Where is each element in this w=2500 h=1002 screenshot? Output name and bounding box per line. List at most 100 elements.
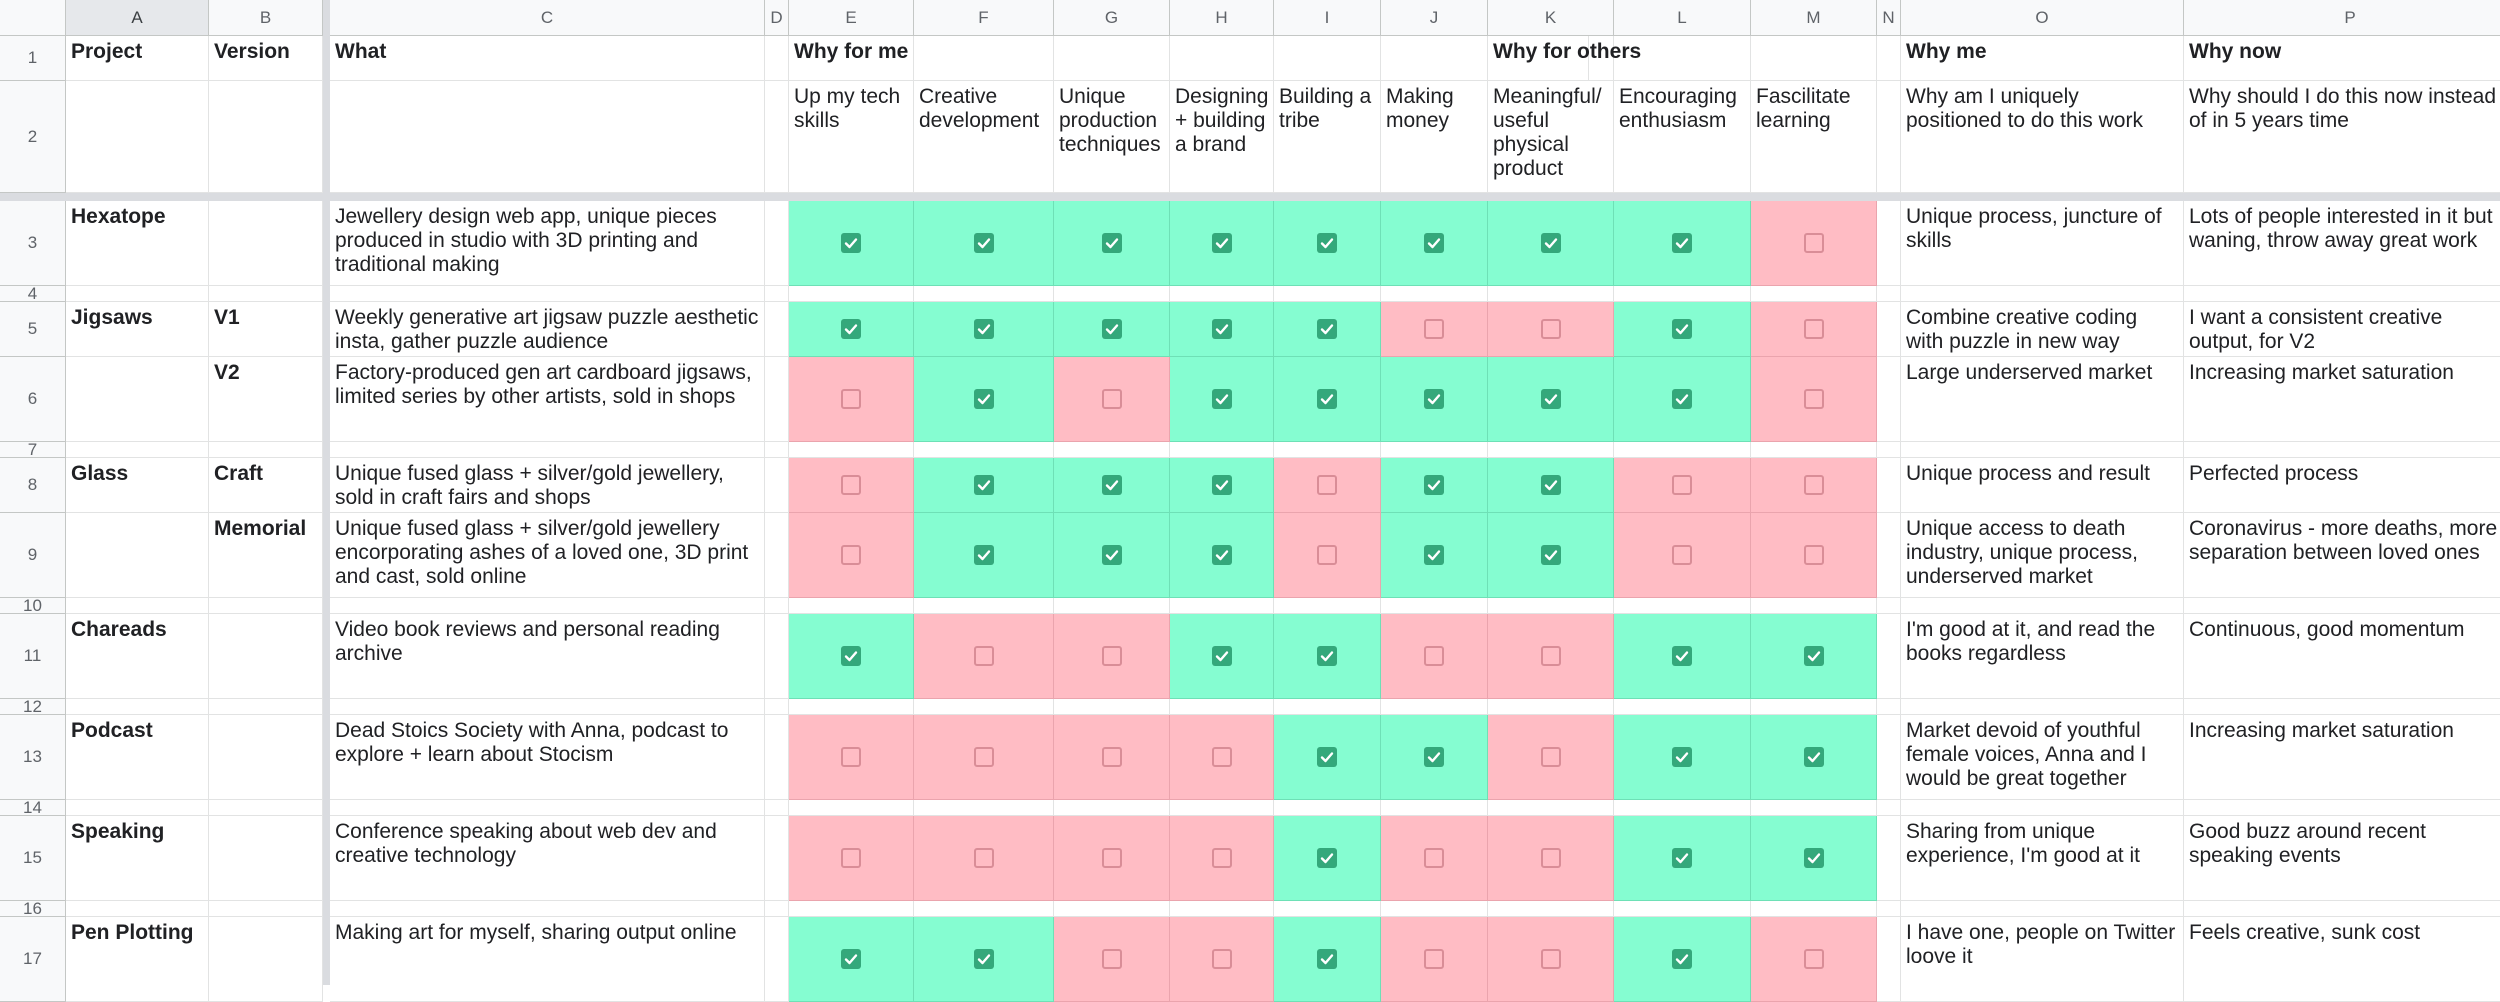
why-me-cell[interactable]: Sharing from unique experience, I'm good… xyxy=(1901,816,2184,901)
cell-D15[interactable] xyxy=(765,816,789,901)
version-cell[interactable]: V1 xyxy=(209,302,323,357)
cell-E10[interactable] xyxy=(789,598,914,614)
checkbox-cell[interactable] xyxy=(1381,513,1488,598)
cell-E7[interactable] xyxy=(789,442,914,458)
cell-A7[interactable] xyxy=(66,442,209,458)
cell-J12[interactable] xyxy=(1381,699,1488,715)
checkbox-checked-icon[interactable] xyxy=(1101,475,1122,495)
column-header-M[interactable]: M xyxy=(1751,0,1877,36)
cell-N13[interactable] xyxy=(1877,715,1901,800)
column-header-F[interactable]: F xyxy=(914,0,1054,36)
checkbox-checked-icon[interactable] xyxy=(1317,646,1337,666)
cell-O12[interactable] xyxy=(1901,699,2184,715)
checkbox-cell[interactable] xyxy=(1751,458,1877,513)
cell-A4[interactable] xyxy=(66,286,209,302)
version-cell[interactable] xyxy=(209,715,323,800)
checkbox-cell[interactable] xyxy=(1054,816,1170,901)
cell-K7[interactable] xyxy=(1488,442,1614,458)
why-now-cell[interactable]: Lots of people interested in it but wani… xyxy=(2184,201,2500,286)
cell-F12[interactable] xyxy=(914,699,1054,715)
column-header-N[interactable]: N xyxy=(1877,0,1901,36)
checkbox-checked-icon[interactable] xyxy=(1672,646,1692,666)
cell-C12[interactable] xyxy=(330,699,765,715)
cell-A2[interactable] xyxy=(66,81,209,193)
row-header-14[interactable]: 14 xyxy=(0,798,66,817)
cell-H16[interactable] xyxy=(1170,901,1274,917)
what-cell[interactable]: Factory-produced gen art cardboard jigsa… xyxy=(330,357,765,442)
why-me-cell[interactable]: Unique process, juncture of skills xyxy=(1901,201,2184,286)
cell-G2[interactable]: Unique production techniques xyxy=(1054,81,1170,193)
cell-N12[interactable] xyxy=(1877,699,1901,715)
checkbox-cell[interactable] xyxy=(789,458,914,513)
cell-H12[interactable] xyxy=(1170,699,1274,715)
cell-N11[interactable] xyxy=(1877,614,1901,699)
checkbox-checked-icon[interactable] xyxy=(1211,545,1232,565)
cell-D8[interactable] xyxy=(765,458,789,513)
cell-E2[interactable]: Up my tech skills xyxy=(789,81,914,193)
checkbox-unchecked-icon[interactable] xyxy=(841,545,861,565)
checkbox-checked-icon[interactable] xyxy=(841,233,861,253)
checkbox-unchecked-icon[interactable] xyxy=(973,848,994,868)
checkbox-unchecked-icon[interactable] xyxy=(1101,848,1122,868)
cell-I2[interactable]: Building a tribe xyxy=(1274,81,1381,193)
row-header-2[interactable]: 2 xyxy=(0,81,66,193)
column-header-L[interactable]: L xyxy=(1614,0,1751,36)
row-header-17[interactable]: 17 xyxy=(0,917,66,1002)
cell-D13[interactable] xyxy=(765,715,789,800)
what-cell[interactable]: Video book reviews and personal reading … xyxy=(330,614,765,699)
cell-J4[interactable] xyxy=(1381,286,1488,302)
cell-L14[interactable] xyxy=(1614,800,1751,816)
column-header-D[interactable]: D xyxy=(765,0,789,36)
why-now-cell[interactable]: I want a consistent creative output, for… xyxy=(2184,302,2500,357)
checkbox-cell[interactable] xyxy=(1488,458,1614,513)
cell-N15[interactable] xyxy=(1877,816,1901,901)
checkbox-cell[interactable] xyxy=(1054,357,1170,442)
cell-N1[interactable] xyxy=(1877,36,1901,81)
cell-M4[interactable] xyxy=(1751,286,1877,302)
checkbox-cell[interactable] xyxy=(1170,614,1274,699)
cell-A12[interactable] xyxy=(66,699,209,715)
cell-I7[interactable] xyxy=(1274,442,1381,458)
checkbox-cell[interactable] xyxy=(914,357,1054,442)
checkbox-checked-icon[interactable] xyxy=(1211,646,1232,666)
checkbox-cell[interactable] xyxy=(1614,816,1751,901)
cell-E14[interactable] xyxy=(789,800,914,816)
version-cell[interactable] xyxy=(209,816,323,901)
cell-G10[interactable] xyxy=(1054,598,1170,614)
checkbox-unchecked-icon[interactable] xyxy=(841,475,861,495)
cell-B1[interactable]: Version xyxy=(209,36,323,81)
cell-M14[interactable] xyxy=(1751,800,1877,816)
version-cell[interactable]: Craft xyxy=(209,458,323,513)
cell-K10[interactable] xyxy=(1488,598,1614,614)
cell-N5[interactable] xyxy=(1877,302,1901,357)
cell-L16[interactable] xyxy=(1614,901,1751,917)
checkbox-unchecked-icon[interactable] xyxy=(1424,646,1444,666)
project-cell[interactable]: Hexatope xyxy=(66,201,209,286)
cell-G7[interactable] xyxy=(1054,442,1170,458)
why-now-cell[interactable]: Increasing market saturation xyxy=(2184,715,2500,800)
checkbox-checked-icon[interactable] xyxy=(973,949,994,969)
column-header-E[interactable]: E xyxy=(789,0,914,36)
checkbox-cell[interactable] xyxy=(1381,302,1488,357)
checkbox-unchecked-icon[interactable] xyxy=(1211,949,1232,969)
checkbox-unchecked-icon[interactable] xyxy=(841,747,861,767)
checkbox-cell[interactable] xyxy=(1488,513,1614,598)
checkbox-unchecked-icon[interactable] xyxy=(1672,475,1692,495)
cell-N2[interactable] xyxy=(1877,81,1901,193)
checkbox-cell[interactable] xyxy=(1488,302,1614,357)
what-cell[interactable]: Jewellery design web app, unique pieces … xyxy=(330,201,765,286)
cell-L12[interactable] xyxy=(1614,699,1751,715)
cell-O2[interactable]: Why am I uniquely positioned to do this … xyxy=(1901,81,2184,193)
cell-K14[interactable] xyxy=(1488,800,1614,816)
cell-L2[interactable]: Encouraging enthusiasm xyxy=(1614,81,1751,193)
checkbox-checked-icon[interactable] xyxy=(1672,389,1692,409)
checkbox-unchecked-icon[interactable] xyxy=(1211,848,1232,868)
checkbox-unchecked-icon[interactable] xyxy=(1540,646,1561,666)
row-header-4[interactable]: 4 xyxy=(0,284,66,303)
cell-O10[interactable] xyxy=(1901,598,2184,614)
checkbox-cell[interactable] xyxy=(914,302,1054,357)
checkbox-cell[interactable] xyxy=(1381,201,1488,286)
cell-B14[interactable] xyxy=(209,800,323,816)
cell-O7[interactable] xyxy=(1901,442,2184,458)
cell-O4[interactable] xyxy=(1901,286,2184,302)
